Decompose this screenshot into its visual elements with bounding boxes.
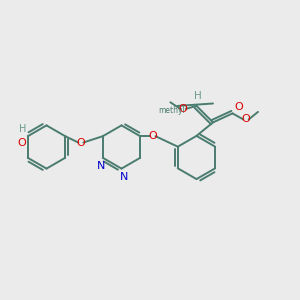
Text: methyl: methyl bbox=[158, 106, 185, 115]
Text: O: O bbox=[234, 102, 243, 112]
Text: O: O bbox=[178, 104, 188, 114]
Text: O: O bbox=[17, 138, 26, 148]
Text: O: O bbox=[76, 137, 85, 148]
Text: H: H bbox=[19, 124, 26, 134]
Text: N: N bbox=[97, 161, 106, 171]
Text: H: H bbox=[194, 92, 202, 101]
Text: N: N bbox=[120, 172, 128, 182]
Text: O: O bbox=[242, 114, 250, 124]
Text: O: O bbox=[148, 131, 157, 141]
